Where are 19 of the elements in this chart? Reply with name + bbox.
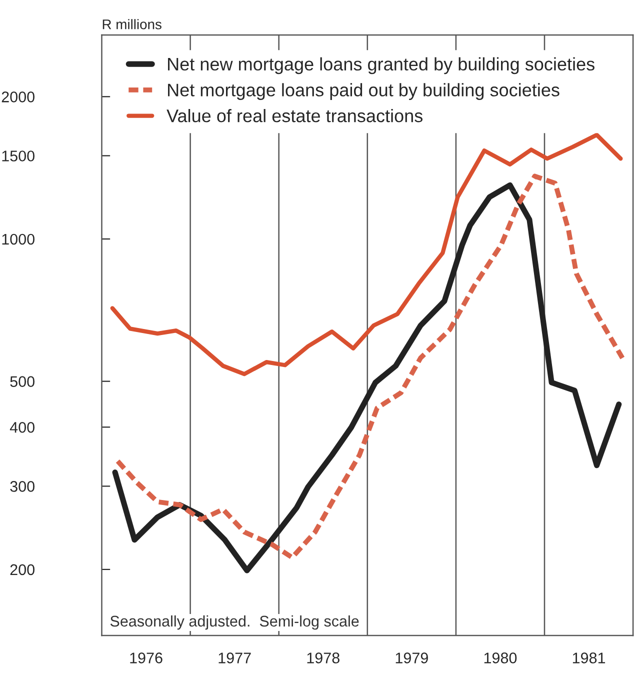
y-tick-label: 300 <box>10 481 34 492</box>
x-tick-label: 1977 <box>218 652 251 664</box>
y-axis-title: R millions <box>102 19 162 30</box>
y-tick-label: 1000 <box>2 234 34 245</box>
legend-label: Value of real estate transactions <box>166 109 423 122</box>
y-tick-label: 500 <box>10 376 34 387</box>
x-tick-label: 1979 <box>396 652 428 664</box>
x-tick-label: 1981 <box>572 652 606 664</box>
y-tick-label: 1500 <box>2 150 34 162</box>
x-tick-label: 1976 <box>130 652 162 664</box>
y-tick-label: 200 <box>10 564 34 576</box>
legend-label: Net new mortgage loans granted by building societies <box>168 57 594 74</box>
x-tick-label: 1978 <box>307 652 340 664</box>
line-series <box>110 132 623 376</box>
y-tick-label: 400 <box>10 422 34 433</box>
y-tick-label: 2000 <box>2 92 34 102</box>
annotation: Seasonally adjusted. Semi-log scale <box>110 615 359 630</box>
x-tick-label: 1980 <box>484 652 517 664</box>
legend-label: Net mortgage loans paid out by building societies <box>168 83 560 100</box>
